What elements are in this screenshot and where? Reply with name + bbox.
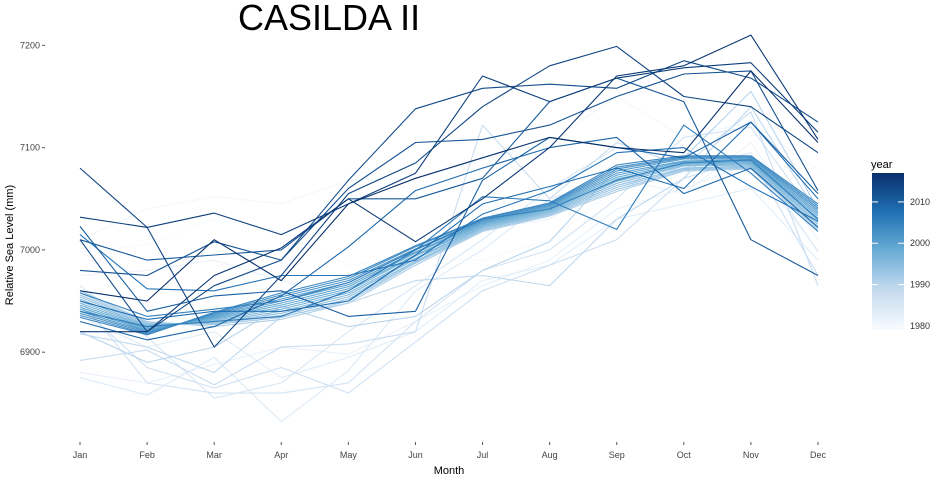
series-line-2010 [79, 121, 819, 317]
series-line-1990 [79, 90, 819, 363]
series-line-2009 [79, 136, 819, 341]
x-axis-title: Month [434, 465, 465, 477]
series-line-1986 [79, 126, 819, 394]
legend-tick-label: 2010 [910, 197, 930, 207]
y-tick-label: 7200 [20, 40, 40, 50]
x-tick-label: Aug [542, 450, 558, 460]
series-line-2004 [79, 155, 819, 336]
series-line-2005 [79, 159, 819, 317]
series-line-2014 [79, 45, 819, 348]
series-line-1996 [79, 163, 819, 328]
y-tick-label: 7000 [20, 245, 40, 255]
series-line-2006 [79, 124, 819, 328]
legend-tick-label: 2000 [910, 238, 930, 248]
series-line-1991 [79, 168, 819, 328]
y-axis-title: Relative Sea Level (mm) [4, 185, 16, 305]
legend-ticks: 1980 1990 2000 2010 [872, 197, 930, 331]
x-tick-label: Jan [73, 450, 88, 460]
series-line-1999 [79, 160, 819, 331]
series-line-2016 [80, 34, 819, 333]
series-line-2001 [79, 158, 819, 333]
series-line-1982 [79, 162, 819, 384]
series-line-1979 [79, 162, 819, 266]
x-tick-label: Dec [810, 450, 827, 460]
x-axis: Jan Feb Mar Apr May Jun Jul Aug Sep Oct Nov Dec [73, 442, 827, 460]
series-line-1997 [79, 162, 819, 329]
x-tick-label: Feb [139, 450, 155, 460]
color-legend: year 1980 1990 2000 2010 [871, 159, 930, 331]
series-line-1981 [79, 141, 819, 302]
series-line-2013 [79, 60, 819, 333]
legend-tick-label: 1980 [910, 321, 930, 331]
y-tick-label: 7100 [20, 143, 40, 153]
x-tick-label: Oct [677, 450, 692, 460]
series-line-2008 [79, 121, 819, 320]
legend-colorbar [872, 173, 904, 330]
chart-title: CASILDA II [238, 0, 421, 38]
y-axis: 6900 7000 7100 7200 [20, 40, 45, 357]
series-line-2015 [79, 62, 819, 236]
x-tick-label: Mar [206, 450, 222, 460]
series-lines [79, 34, 819, 423]
series-line-2003 [79, 156, 819, 335]
series-line-2011 [79, 77, 819, 276]
series-line-2017 [79, 70, 819, 302]
series-line-1985 [79, 147, 819, 399]
series-line-2012 [79, 70, 819, 277]
series-line-1987 [79, 157, 819, 394]
legend-tick-label: 1990 [910, 280, 930, 290]
y-tick-label: 6900 [20, 347, 40, 357]
series-line-1980 [79, 95, 819, 241]
x-tick-label: Nov [743, 450, 760, 460]
x-tick-label: Apr [274, 450, 288, 460]
legend-title: year [871, 159, 893, 171]
x-tick-label: May [340, 450, 358, 460]
x-tick-label: Jul [477, 450, 489, 460]
x-tick-label: Sep [609, 450, 625, 460]
x-tick-label: Jun [408, 450, 423, 460]
series-line-1983 [79, 187, 819, 379]
series-line-2007 [79, 147, 819, 292]
